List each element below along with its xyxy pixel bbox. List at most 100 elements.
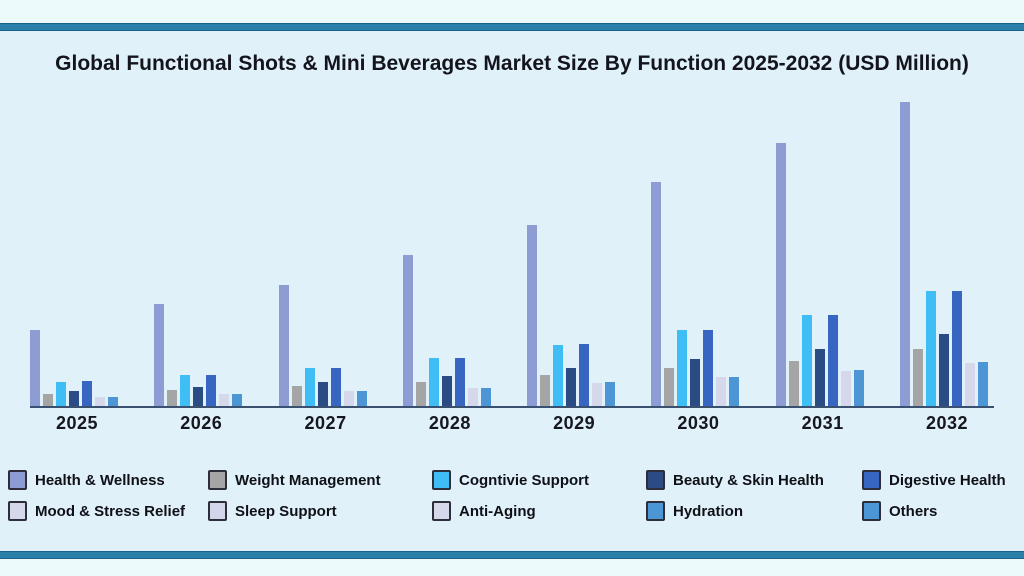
legend-item-cogntivie-support: Cogntivie Support bbox=[432, 470, 646, 490]
legend-label-digestive-health: Digestive Health bbox=[889, 471, 1006, 489]
bar-weight-management-2029 bbox=[540, 375, 551, 406]
bar-digestive-health-2032 bbox=[951, 291, 962, 406]
bar-health-wellness-2028 bbox=[402, 255, 413, 406]
legend-swatch-others bbox=[862, 501, 881, 521]
legend-item-beauty-skin-health: Beauty & Skin Health bbox=[646, 470, 862, 490]
year-group-2032 bbox=[899, 102, 994, 406]
x-axis-label-2032: 2032 bbox=[925, 413, 968, 433]
legend-row-2: Mood & Stress Relief Sleep Support Anti-Ag… bbox=[8, 501, 1024, 521]
bar-chart bbox=[30, 85, 994, 408]
bar-hydration-2029 bbox=[605, 382, 616, 406]
legend-swatch-mood-stress-relief bbox=[8, 501, 27, 521]
bar-mood-stress-relief-2032 bbox=[964, 363, 975, 406]
x-axis-label-2027: 2027 bbox=[304, 413, 347, 433]
bar-health-wellness-2030 bbox=[651, 182, 662, 406]
legend-label-cogntivie-support: Cogntivie Support bbox=[459, 471, 589, 489]
x-axis-label-2031: 2031 bbox=[801, 413, 844, 433]
bar-health-wellness-2025 bbox=[30, 330, 40, 406]
legend-swatch-health-wellness bbox=[8, 470, 27, 490]
bar-mood-stress-relief-2031 bbox=[840, 371, 851, 406]
bar-digestive-health-2028 bbox=[454, 358, 465, 406]
bar-hydration-2026 bbox=[232, 394, 243, 406]
legend-item-health-wellness: Health & Wellness bbox=[8, 470, 208, 490]
bar-mood-stress-relief-2030 bbox=[716, 377, 727, 406]
year-group-2029 bbox=[527, 225, 621, 406]
legend-swatch-cogntivie-support bbox=[432, 470, 451, 490]
legend-label-hydration: Hydration bbox=[673, 502, 744, 520]
bottom-border-band bbox=[0, 551, 1024, 559]
bar-digestive-health-2030 bbox=[703, 330, 714, 406]
chart-panel: Global Functional Shots & Mini Beverages… bbox=[0, 31, 1024, 551]
bar-hydration-2027 bbox=[356, 391, 367, 406]
bar-digestive-health-2026 bbox=[206, 375, 217, 406]
bar-weight-management-2025 bbox=[43, 394, 53, 406]
bar-weight-management-2030 bbox=[664, 368, 675, 406]
year-group-2026 bbox=[154, 304, 248, 406]
bar-hydration-2030 bbox=[729, 377, 740, 406]
legend-item-hydration: Hydration bbox=[646, 501, 862, 521]
bar-hydration-2028 bbox=[480, 388, 491, 406]
bar-cogntivie-support-2026 bbox=[180, 375, 191, 406]
bar-hydration-2025 bbox=[108, 397, 118, 406]
bar-health-wellness-2032 bbox=[899, 102, 910, 406]
bar-hydration-2032 bbox=[977, 362, 988, 406]
legend-item-sleep-support: Sleep Support bbox=[208, 501, 432, 521]
bar-weight-management-2026 bbox=[167, 390, 178, 406]
bar-health-wellness-2026 bbox=[154, 304, 165, 406]
bar-digestive-health-2027 bbox=[330, 368, 341, 406]
bar-cogntivie-support-2032 bbox=[925, 291, 936, 406]
legend-label-others: Others bbox=[889, 502, 938, 520]
bar-beauty-skin-health-2031 bbox=[814, 349, 825, 406]
x-axis-labels: 2025 2026 2027 2028 2029 2030 2031 2032 bbox=[30, 413, 994, 434]
legend-row-1: Health & Wellness Weight Management Cognti… bbox=[8, 470, 1024, 490]
bar-beauty-skin-health-2025 bbox=[69, 391, 79, 406]
bar-beauty-skin-health-2028 bbox=[441, 376, 452, 406]
bar-weight-management-2028 bbox=[415, 382, 426, 406]
year-group-2027 bbox=[278, 285, 373, 406]
bar-beauty-skin-health-2030 bbox=[690, 359, 701, 406]
top-border-band bbox=[0, 23, 1024, 31]
bar-cogntivie-support-2025 bbox=[56, 382, 66, 406]
year-group-2030 bbox=[651, 182, 745, 406]
legend-label-beauty-skin-health: Beauty & Skin Health bbox=[673, 471, 824, 489]
bar-digestive-health-2025 bbox=[82, 381, 92, 406]
legend-item-anti-aging: Anti-Aging bbox=[432, 501, 646, 521]
year-group-2031 bbox=[775, 143, 870, 406]
bar-digestive-health-2031 bbox=[827, 315, 838, 406]
legend-swatch-hydration bbox=[646, 501, 665, 521]
bar-weight-management-2032 bbox=[912, 349, 923, 406]
bar-mood-stress-relief-2028 bbox=[467, 388, 478, 406]
bar-health-wellness-2027 bbox=[278, 285, 289, 406]
bar-cogntivie-support-2027 bbox=[304, 368, 315, 406]
legend-label-sleep-support: Sleep Support bbox=[235, 502, 337, 520]
legend-swatch-beauty-skin-health bbox=[646, 470, 665, 490]
year-group-2025 bbox=[30, 330, 124, 406]
bar-weight-management-2031 bbox=[788, 361, 799, 406]
legend-swatch-weight-management bbox=[208, 470, 227, 490]
legend-swatch-digestive-health bbox=[862, 470, 881, 490]
bar-mood-stress-relief-2027 bbox=[343, 391, 354, 406]
bar-cogntivie-support-2030 bbox=[677, 330, 688, 406]
x-axis-label-2029: 2029 bbox=[553, 413, 596, 433]
bar-beauty-skin-health-2026 bbox=[193, 387, 204, 406]
x-axis-label-2028: 2028 bbox=[428, 413, 471, 433]
legend-label-mood-stress-relief: Mood & Stress Relief bbox=[35, 502, 186, 520]
legend-label-weight-management: Weight Management bbox=[235, 471, 381, 489]
legend-swatch-sleep-support bbox=[208, 501, 227, 521]
bar-weight-management-2027 bbox=[291, 386, 302, 406]
legend-label-anti-aging: Anti-Aging bbox=[459, 502, 536, 520]
plot-area bbox=[30, 85, 994, 408]
bar-health-wellness-2031 bbox=[775, 143, 786, 406]
bar-cogntivie-support-2029 bbox=[553, 345, 564, 406]
page-top-margin bbox=[0, 0, 1024, 23]
bar-beauty-skin-health-2029 bbox=[566, 368, 577, 406]
chart-title: Global Functional Shots & Mini Beverages… bbox=[55, 52, 969, 75]
legend-label-health-wellness: Health & Wellness bbox=[35, 471, 165, 489]
bar-mood-stress-relief-2025 bbox=[95, 397, 105, 406]
legend: Health & Wellness Weight Management Cognti… bbox=[8, 470, 1024, 521]
x-axis-label-2025: 2025 bbox=[55, 413, 99, 433]
legend-item-others: Others bbox=[862, 501, 1024, 521]
bar-hydration-2031 bbox=[853, 370, 864, 406]
bar-mood-stress-relief-2029 bbox=[592, 383, 603, 406]
legend-item-digestive-health: Digestive Health bbox=[862, 470, 1024, 490]
